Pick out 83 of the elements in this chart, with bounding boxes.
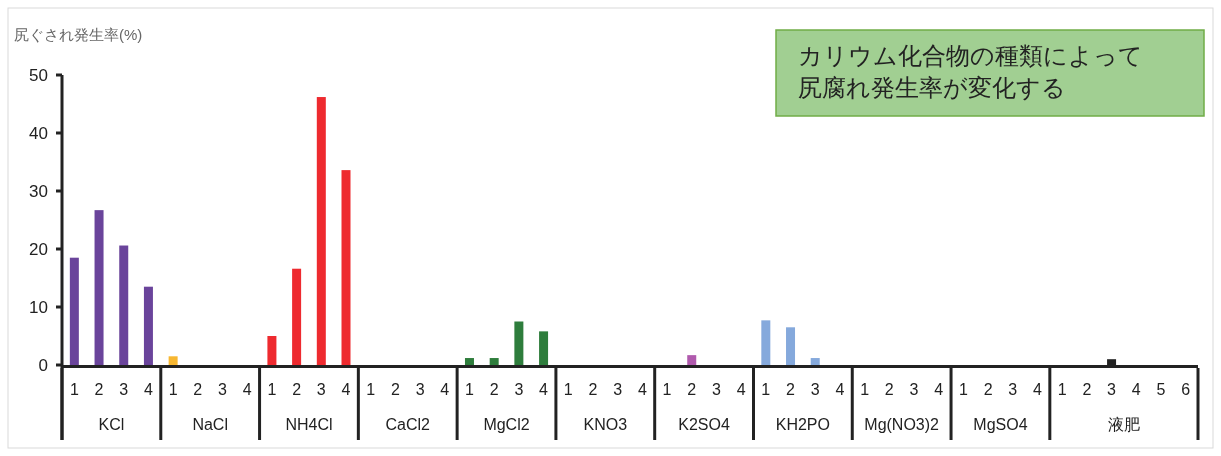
y-tick-label: 40 bbox=[29, 124, 48, 143]
x-tick-label: 1 bbox=[267, 381, 277, 398]
x-tick-label: 3 bbox=[613, 381, 623, 398]
bar bbox=[119, 245, 129, 365]
bar bbox=[341, 170, 351, 365]
x-tick-label: 1 bbox=[366, 381, 376, 398]
x-tick-label: 4 bbox=[440, 381, 450, 398]
text: KH2PO bbox=[775, 416, 830, 433]
bar bbox=[143, 286, 153, 365]
y-tick-label: 50 bbox=[29, 66, 48, 85]
bar bbox=[514, 321, 524, 365]
x-tick-label: 2 bbox=[94, 381, 104, 398]
x-tick-label: 2 bbox=[193, 381, 203, 398]
x-tick-label: 3 bbox=[1107, 381, 1117, 398]
x-tick-label: 1 bbox=[69, 381, 79, 398]
x-tick-label: 2 bbox=[292, 381, 302, 398]
x-tick-label: 2 bbox=[786, 381, 796, 398]
x-tick-label: 4 bbox=[1131, 381, 1141, 398]
text: MgCl2 bbox=[483, 416, 530, 433]
bar bbox=[489, 358, 499, 365]
bar bbox=[69, 257, 79, 365]
x-tick-label: 1 bbox=[958, 381, 968, 398]
x-tick-label: 2 bbox=[489, 381, 499, 398]
x-tick-label: 2 bbox=[884, 381, 894, 398]
bar bbox=[687, 355, 697, 365]
x-tick-label: 3 bbox=[218, 381, 228, 398]
x-tick-label: 4 bbox=[835, 381, 845, 398]
x-tick-label: 1 bbox=[168, 381, 178, 398]
x-tick-label: 3 bbox=[909, 381, 919, 398]
bar bbox=[316, 97, 326, 365]
x-tick-label: 3 bbox=[711, 381, 721, 398]
text: NaCl bbox=[192, 416, 228, 433]
x-tick-label: 4 bbox=[341, 381, 351, 398]
text: CaCl2 bbox=[385, 416, 431, 433]
x-tick-label: 1 bbox=[860, 381, 870, 398]
text: KNO3 bbox=[583, 416, 628, 433]
text: KCl bbox=[98, 416, 125, 433]
bar bbox=[94, 210, 104, 365]
bar bbox=[761, 320, 771, 365]
x-tick-label: 2 bbox=[983, 381, 993, 398]
x-tick-label: 1 bbox=[563, 381, 573, 398]
text: K2SO4 bbox=[678, 416, 730, 433]
x-tick-label: 4 bbox=[539, 381, 549, 398]
x-tick-label: 4 bbox=[143, 381, 153, 398]
x-tick-label: 4 bbox=[1033, 381, 1043, 398]
x-tick-label: 1 bbox=[761, 381, 771, 398]
x-tick-label: 4 bbox=[242, 381, 252, 398]
y-tick-label: 10 bbox=[29, 298, 48, 317]
bar bbox=[292, 268, 302, 365]
x-tick-label: 3 bbox=[810, 381, 820, 398]
x-tick-label: 1 bbox=[465, 381, 475, 398]
bar bbox=[267, 336, 277, 365]
bar bbox=[464, 358, 474, 365]
x-tick-label: 2 bbox=[687, 381, 697, 398]
text: カリウム化合物の種類によって bbox=[798, 42, 1143, 69]
x-tick-label: 4 bbox=[736, 381, 746, 398]
x-tick-label: 6 bbox=[1181, 381, 1191, 398]
x-tick-label: 2 bbox=[1082, 381, 1092, 398]
x-tick-label: 3 bbox=[119, 381, 129, 398]
y-tick-label: 30 bbox=[29, 182, 48, 201]
bar bbox=[810, 358, 820, 365]
y-tick-label: 20 bbox=[29, 240, 48, 259]
x-tick-label: 4 bbox=[637, 381, 647, 398]
x-tick-label: 3 bbox=[316, 381, 326, 398]
y-axis-title: 尻ぐされ発生率(%) bbox=[14, 26, 143, 43]
text: 液肥 bbox=[1107, 416, 1140, 433]
bar bbox=[168, 356, 178, 365]
x-tick-label: 2 bbox=[390, 381, 400, 398]
x-tick-label: 5 bbox=[1156, 381, 1166, 398]
x-tick-label: 1 bbox=[662, 381, 672, 398]
text: MgSO4 bbox=[973, 416, 1028, 433]
x-tick-label: 2 bbox=[588, 381, 598, 398]
y-tick-label: 0 bbox=[38, 356, 48, 375]
x-tick-label: 3 bbox=[1008, 381, 1018, 398]
x-tick-label: 3 bbox=[514, 381, 524, 398]
x-tick-label: 1 bbox=[1057, 381, 1067, 398]
bar bbox=[786, 327, 796, 365]
text: NH4Cl bbox=[285, 416, 333, 433]
text: Mg(NO3)2 bbox=[864, 416, 940, 433]
annotation: 尻腐れ発生率が変化する bbox=[798, 74, 1066, 101]
bar bbox=[539, 331, 549, 365]
x-tick-label: 3 bbox=[415, 381, 425, 398]
x-tick-label: 4 bbox=[934, 381, 944, 398]
